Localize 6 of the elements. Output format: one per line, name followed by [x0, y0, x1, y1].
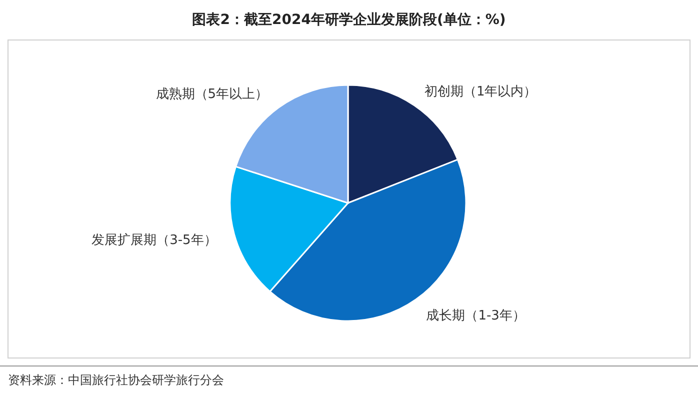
slice-label: 成长期（1-3年） — [426, 308, 526, 324]
slice-label: 初创期（1年以内） — [424, 84, 537, 100]
chart-title: 图表2：截至2024年研学企业发展阶段(单位：%) — [192, 12, 506, 28]
slice-label: 成熟期（5年以上） — [156, 86, 268, 102]
slice-label: 发展扩展期（3-5年） — [92, 232, 217, 248]
text: 资料来源：中国旅行社协会研学旅行分会 — [8, 373, 224, 387]
